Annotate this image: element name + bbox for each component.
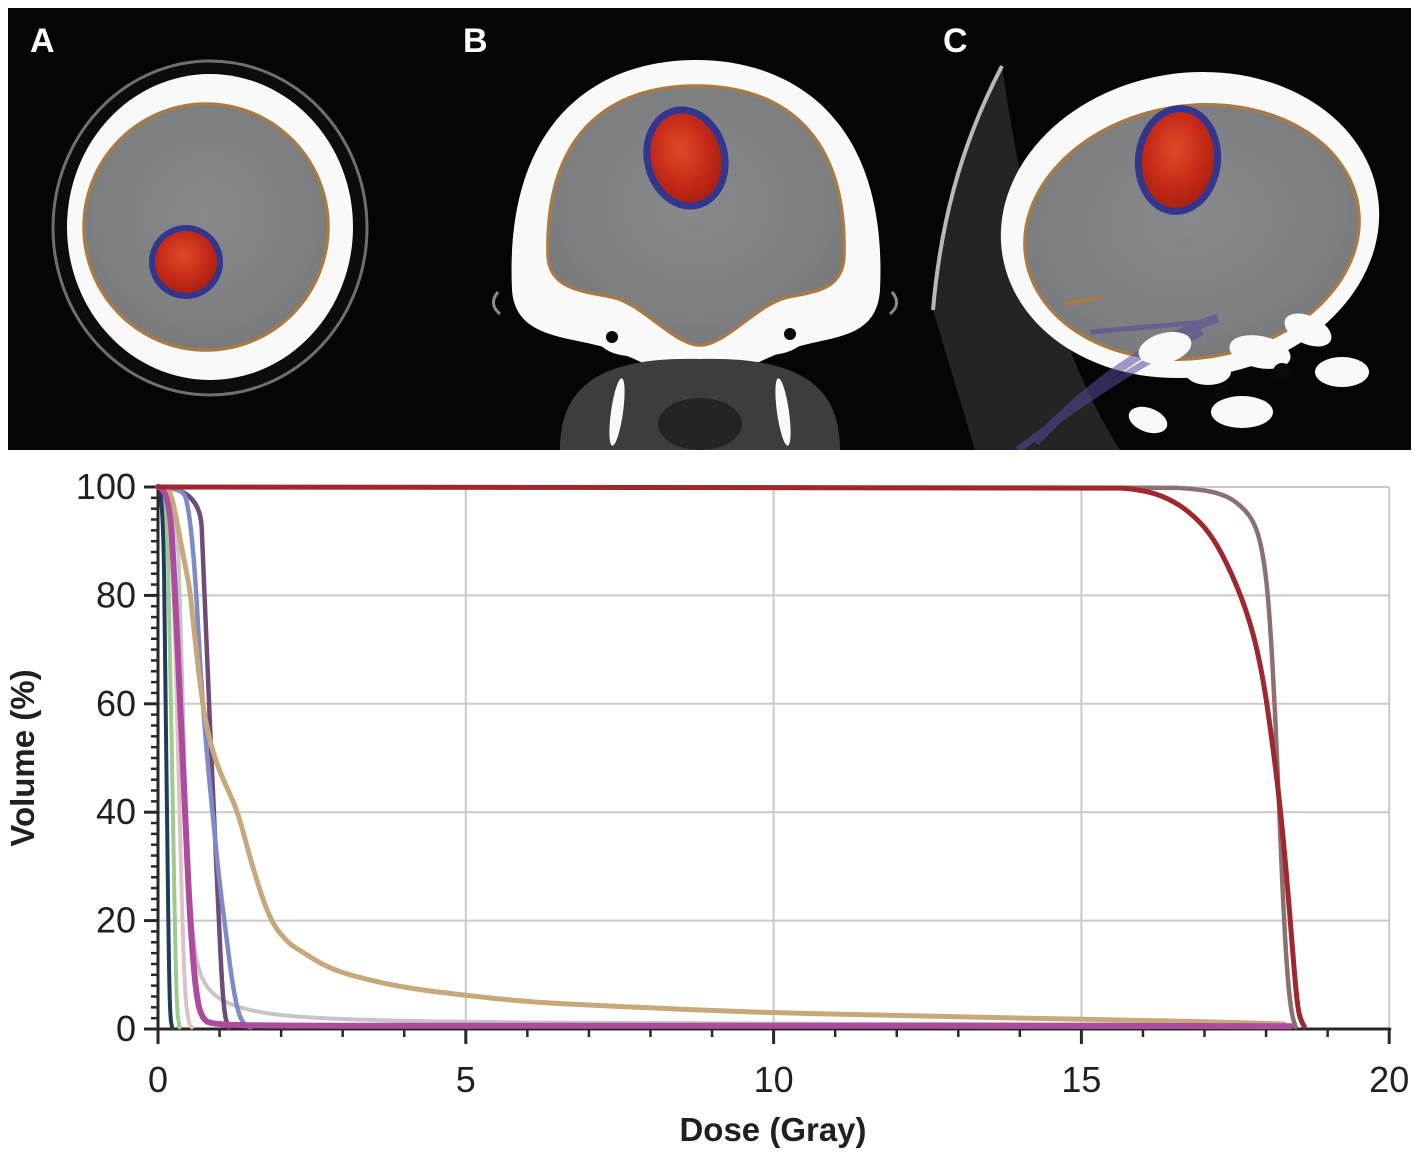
dose-volume-histogram: 0 5 10 15 20 0 20 40 60 80 100 Volume (%) Dose (Gr… (4, 466, 1409, 1148)
air-cavity (606, 331, 618, 343)
dvh-curve-plum-curve (155, 484, 232, 1030)
ct-scan-illustration (51, 59, 1380, 450)
dvh-curve-light-gray-curve (156, 485, 1281, 1027)
dvh-chart-area: 0 5 10 15 20 0 20 40 60 80 100 Volume (%) Dose (Gr… (0, 455, 1419, 1155)
skull-base-bones (1128, 313, 1369, 434)
air-cavity (1273, 363, 1291, 381)
dvh-curve-taupe-curve (155, 484, 1298, 1030)
target-contour (155, 231, 217, 293)
dvh-curves (155, 484, 1307, 1030)
x-tick-label: 0 (148, 1059, 168, 1100)
x-tick-label: 10 (754, 1059, 794, 1100)
brain-region (546, 84, 846, 347)
dvh-curve-light-green-curve (156, 485, 182, 1030)
y-tick-label: 100 (76, 466, 136, 507)
mandible-bone (609, 378, 625, 446)
brain-region (82, 102, 330, 352)
gridlines (158, 486, 1391, 1029)
panel-sagittal (931, 65, 1380, 450)
air-cavity (1215, 385, 1229, 399)
dvh-curve-periwinkle-curve (155, 484, 253, 1030)
y-tick-label: 80 (96, 574, 136, 615)
dvh-curve-magenta-curve (155, 484, 1294, 1030)
y-tick-label: 0 (116, 1008, 136, 1049)
panel-coronal (492, 60, 898, 450)
y-tick-label: 40 (96, 791, 136, 832)
ear-outline (888, 291, 898, 316)
tick-labels: 0 5 10 15 20 0 20 40 60 80 100 (76, 466, 1409, 1100)
y-tick-label: 20 (96, 900, 136, 941)
axes (144, 484, 1392, 1044)
ear-outline (492, 291, 502, 316)
y-axis-title: Volume (%) (4, 669, 41, 846)
dvh-curve-dark-red-curve (155, 484, 1307, 1029)
dvh-curve-navy-curve (156, 485, 175, 1030)
x-tick-label: 20 (1369, 1059, 1409, 1100)
ct-scan-strip: A B C (8, 8, 1411, 450)
panel-label-b: B (463, 22, 488, 60)
x-tick-label: 5 (456, 1059, 476, 1100)
x-axis-title: Dose (Gray) (679, 1111, 866, 1148)
small-contour-line (1065, 295, 1103, 306)
mandible-bone (775, 378, 791, 446)
x-tick-label: 15 (1061, 1059, 1101, 1100)
target-contour (650, 113, 722, 203)
air-cavity (784, 328, 796, 340)
y-tick-label: 60 (96, 683, 136, 724)
dvh-curve-tan-curve (155, 484, 1288, 1027)
pharynx (658, 398, 742, 450)
target-contour (1141, 112, 1215, 208)
panel-axial (51, 59, 369, 397)
panel-label-c: C (943, 22, 968, 60)
panel-label-a: A (30, 22, 55, 60)
scalp-line (931, 65, 1004, 311)
